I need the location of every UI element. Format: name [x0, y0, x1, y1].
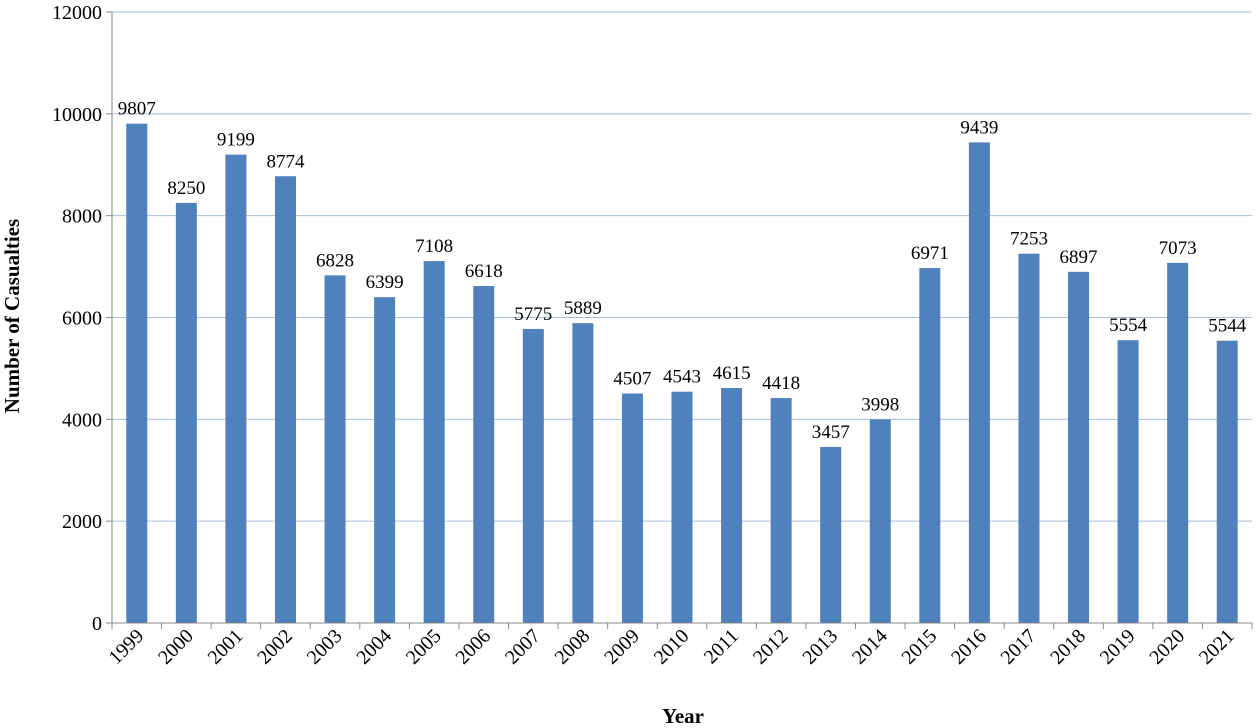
- y-tick-label: 6000: [62, 308, 102, 330]
- bar-2003: [324, 275, 346, 623]
- data-label-2020: 7073: [1159, 238, 1197, 259]
- x-tick-label-2017: 2017: [997, 625, 1041, 669]
- data-label-2000: 8250: [167, 178, 205, 199]
- x-tick-label-2005: 2005: [402, 625, 446, 669]
- x-tick-label-2019: 2019: [1096, 625, 1140, 669]
- y-tick-label: 12000: [52, 2, 102, 24]
- x-tick-label-2015: 2015: [898, 625, 942, 669]
- data-label-2002: 8774: [266, 151, 305, 172]
- x-tick-label-2008: 2008: [551, 625, 595, 669]
- data-label-2006: 6618: [465, 261, 503, 282]
- x-axis: 1999 2000 2001 2002 2003 2004 2005 2006 2007 2008…: [104, 622, 1253, 669]
- x-tick-label-2010: 2010: [650, 625, 694, 669]
- x-tick-label-2011: 2011: [700, 625, 743, 668]
- bar-2002: [274, 176, 296, 623]
- x-axis-title: Year: [662, 704, 704, 728]
- bars: [126, 123, 1238, 623]
- bar-2021: [1216, 340, 1238, 623]
- data-label-2003: 6828: [316, 250, 354, 271]
- bar-2012: [770, 398, 792, 623]
- x-tick-label-2009: 2009: [600, 625, 644, 669]
- bar-2001: [225, 154, 247, 623]
- bar-2000: [175, 202, 197, 623]
- x-tick-label-2004: 2004: [352, 625, 396, 669]
- data-label-2014: 3998: [861, 394, 899, 415]
- y-tick-label: 10000: [52, 104, 102, 126]
- data-label-2004: 6399: [366, 272, 404, 293]
- bar-2005: [423, 261, 445, 623]
- x-tick-label-2016: 2016: [947, 625, 991, 669]
- bar-2006: [473, 286, 495, 623]
- bar-2016: [968, 142, 990, 623]
- data-label-2009: 4507: [613, 369, 651, 390]
- y-tick-label: 8000: [62, 206, 102, 228]
- data-label-2012: 4418: [762, 373, 800, 394]
- data-label-2017: 7253: [1010, 229, 1048, 250]
- y-tick-label: 0: [92, 613, 102, 635]
- bar-2020: [1167, 262, 1189, 623]
- x-tick-label-2000: 2000: [154, 625, 198, 669]
- data-label-2007: 5775: [514, 304, 552, 325]
- data-label-2021: 5544: [1208, 316, 1247, 337]
- bar-2017: [1018, 253, 1040, 623]
- bar-2008: [572, 323, 594, 623]
- x-tick-label-2018: 2018: [1046, 625, 1090, 669]
- x-tick-label-2012: 2012: [749, 625, 793, 669]
- bar-2011: [721, 388, 743, 623]
- bar-2004: [374, 297, 396, 623]
- data-label-2001: 9199: [217, 130, 255, 151]
- bar-2010: [671, 391, 693, 623]
- x-tick-label-2002: 2002: [253, 625, 297, 669]
- bar-2019: [1117, 340, 1139, 623]
- x-tick-label-2021: 2021: [1195, 625, 1239, 669]
- y-tick-label: 2000: [62, 511, 102, 533]
- bar-1999: [126, 123, 148, 623]
- x-tick-label-2007: 2007: [501, 625, 545, 669]
- data-label-2019: 5554: [1109, 315, 1148, 336]
- y-tick-label: 4000: [62, 409, 102, 431]
- bar-2007: [522, 328, 544, 623]
- data-label-2016: 9439: [960, 117, 998, 138]
- data-label-2010: 4543: [663, 367, 701, 388]
- y-axis: 0 2000 4000 6000 8000 10000 12000: [52, 2, 113, 635]
- data-label-2008: 5889: [564, 298, 602, 319]
- y-axis-title: Number of Casualties: [0, 219, 24, 413]
- x-tick-label-2006: 2006: [451, 625, 495, 669]
- bar-2014: [869, 419, 891, 623]
- x-tick-label-2003: 2003: [303, 625, 347, 669]
- x-tick-label-2013: 2013: [798, 625, 842, 669]
- gridlines: [112, 11, 1252, 522]
- data-label-2005: 7108: [415, 236, 453, 257]
- bar-2015: [919, 268, 941, 623]
- x-tick-label-2001: 2001: [204, 625, 248, 669]
- x-tick-label-2020: 2020: [1145, 625, 1189, 669]
- bar-2009: [621, 393, 643, 623]
- data-label-2015: 6971: [911, 243, 949, 264]
- data-label-1999: 9807: [118, 99, 156, 120]
- bar-2013: [820, 446, 842, 623]
- x-tick-label-2014: 2014: [848, 625, 892, 669]
- data-label-2013: 3457: [812, 422, 850, 443]
- x-tick-label-1999: 1999: [104, 625, 148, 669]
- data-label-2011: 4615: [713, 363, 751, 384]
- bar-2018: [1068, 271, 1090, 623]
- data-label-2018: 6897: [1060, 247, 1098, 268]
- data-labels: 9807 8250 9199 8774 6828 6399 7108 6618 5775 5889…: [118, 99, 1247, 443]
